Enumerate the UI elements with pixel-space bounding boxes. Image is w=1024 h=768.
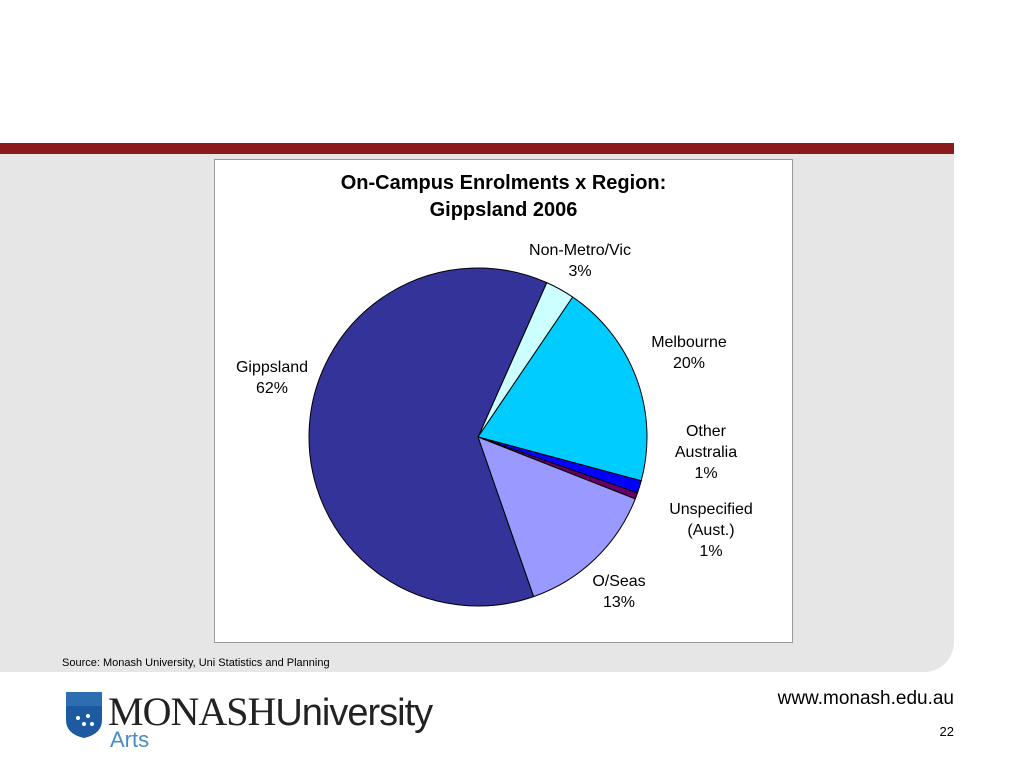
- chart-title: On-Campus Enrolments x Region: Gippsland…: [215, 170, 792, 224]
- label-melbourne: Melbourne 20%: [651, 334, 727, 372]
- label-gippsland: Gippsland 62%: [235, 359, 309, 397]
- monash-logo-text: MONASHUniversity: [108, 689, 433, 734]
- title-line-2: Gippsland 2006: [429, 199, 578, 221]
- label-oseas: O/Seas 13%: [592, 573, 646, 611]
- website-url[interactable]: www.monash.edu.au: [777, 688, 954, 709]
- pie-svg: [308, 267, 648, 607]
- page-number: 22: [939, 724, 954, 739]
- label-unspecified: Unspecified (Aust.) 1%: [669, 501, 753, 560]
- faculty-name: Arts: [110, 727, 150, 752]
- label-other-australia: Other Australia 1%: [674, 423, 738, 482]
- pie-slice-melbourne: [477, 296, 648, 482]
- pie-chart: On-Campus Enrolments x Region: Gippsland…: [214, 159, 793, 643]
- source-note: Source: Monash University, Uni Statistic…: [62, 657, 330, 669]
- header-bar: [0, 143, 954, 154]
- pie-slice-o-seas: [477, 436, 636, 598]
- pie-slice-gippsland: [308, 267, 548, 607]
- title-line-1: On-Campus Enrolments x Region:: [340, 172, 667, 194]
- monash-crest-logo: [66, 692, 102, 738]
- label-non-metro: Non-Metro/Vic 3%: [529, 242, 631, 280]
